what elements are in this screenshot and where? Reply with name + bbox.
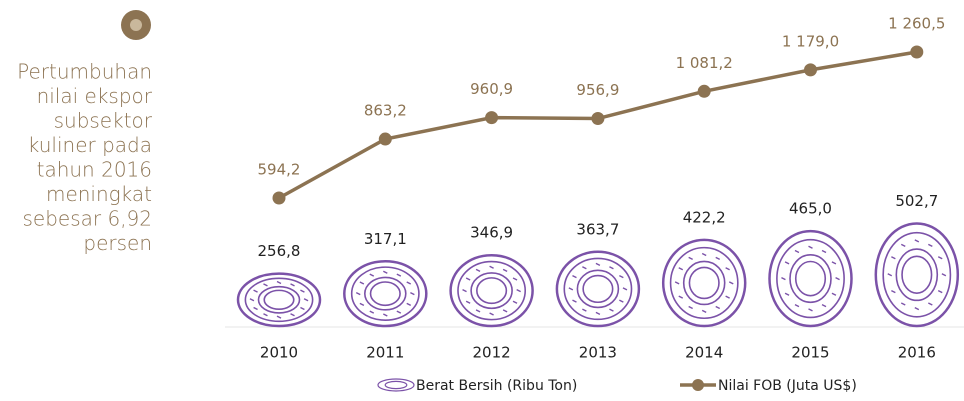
value-label: 1 260,5 [888, 15, 945, 33]
donut-ring [451, 255, 533, 326]
x-tick-label: 2014 [685, 344, 723, 362]
line-point [591, 112, 604, 125]
line-point [698, 85, 711, 98]
donut [770, 231, 852, 326]
x-tick-label: 2015 [791, 344, 829, 362]
x-tick-label: 2011 [366, 344, 404, 362]
value-label: 422,2 [683, 208, 726, 226]
donut-ring [876, 223, 958, 326]
value-label: 956,9 [576, 81, 619, 99]
x-tick-label: 2016 [898, 344, 936, 362]
value-label: 465,0 [789, 200, 832, 218]
page: {"chart_data": {"type": "donut-line", "a… [0, 0, 964, 401]
donut [557, 252, 639, 326]
value-label: 502,7 [895, 192, 938, 210]
side-text: Pertumbuhan [17, 60, 152, 84]
line-point [379, 133, 392, 146]
donut-ring [663, 240, 745, 326]
value-label: 1 179,0 [782, 32, 839, 50]
donut [663, 240, 745, 326]
legend-dot [692, 379, 704, 391]
side-text: kuliner pada [28, 133, 152, 157]
line-point [485, 111, 498, 124]
value-label: 317,1 [364, 230, 407, 248]
value-label: 346,9 [470, 224, 513, 242]
side-text: nilai ekspor [37, 84, 153, 108]
legend-label: Nilai FOB (Juta US$) [718, 378, 857, 394]
donut-ring [238, 274, 320, 326]
side-text: subsektor [54, 109, 153, 133]
line-point [273, 192, 286, 205]
x-tick-label: 2010 [260, 344, 298, 362]
value-label: 256,8 [258, 242, 301, 260]
line-point [804, 63, 817, 76]
x-tick-label: 2013 [579, 344, 617, 362]
legend-donut [385, 381, 407, 388]
x-tick-label: 2012 [473, 344, 511, 362]
value-label: 594,2 [258, 161, 301, 179]
line-point [910, 46, 923, 59]
side-text: meningkat [46, 182, 152, 206]
legend-icon [378, 379, 414, 391]
side-text: persen [83, 231, 152, 255]
donut [238, 274, 320, 326]
donut-ring [557, 252, 639, 326]
legend-label: Berat Bersih (Ribu Ton) [416, 378, 577, 394]
value-label: 863,2 [364, 102, 407, 120]
icon-hole [130, 19, 142, 31]
side-text: sebesar 6,92 [22, 207, 152, 231]
donut [451, 255, 533, 326]
side-text: tahun 2016 [37, 158, 152, 182]
donut-ring [770, 231, 852, 326]
donut [344, 261, 426, 326]
value-label: 363,7 [576, 220, 619, 238]
chart: Pertumbuhannilai eksporsubsektorkuliner … [0, 0, 964, 401]
value-label: 1 081,2 [676, 54, 733, 72]
value-label: 960,9 [470, 80, 513, 98]
donut-ring [344, 261, 426, 326]
donut [876, 223, 958, 326]
